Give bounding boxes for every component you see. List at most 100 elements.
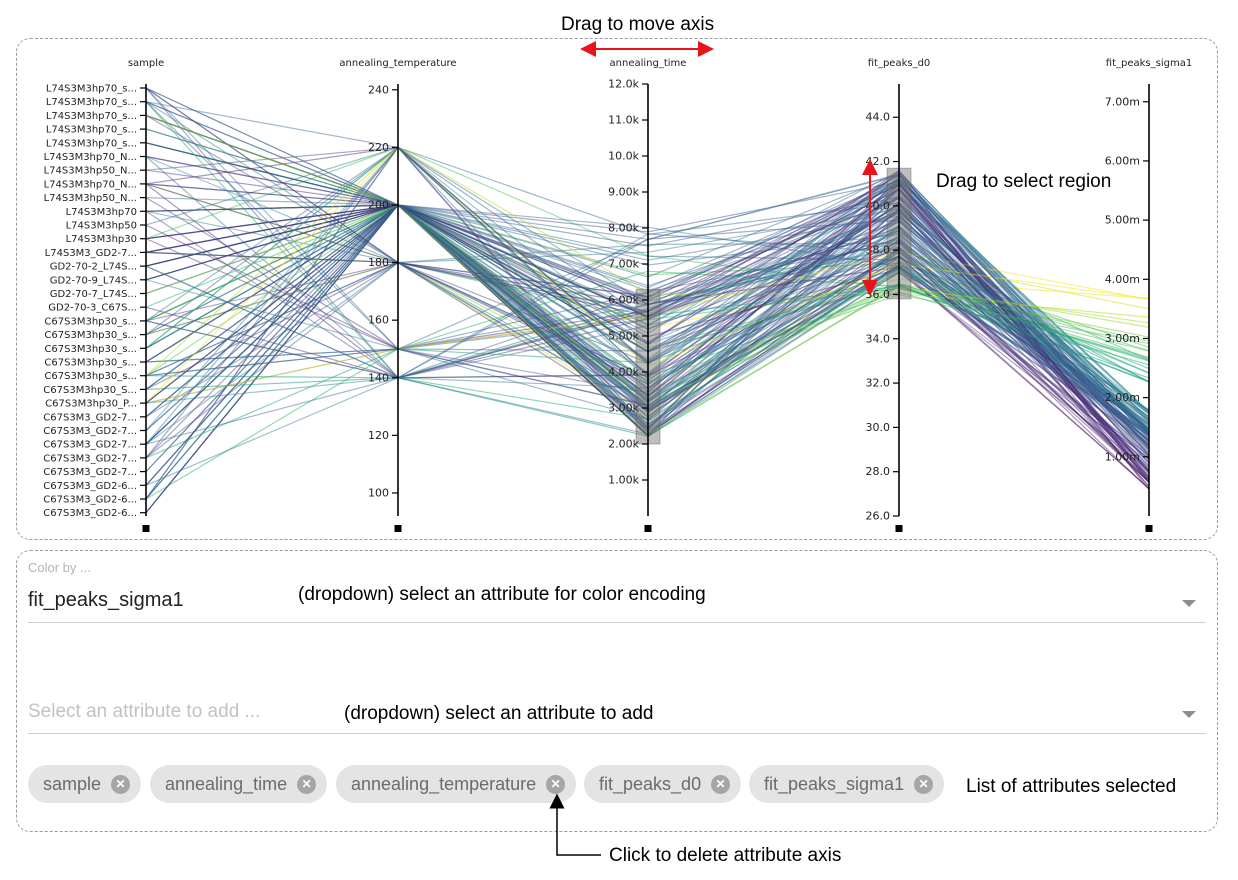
tick-label: 6.00m bbox=[1105, 154, 1140, 167]
add-attribute-dropdown[interactable]: Select an attribute to add ... bbox=[28, 701, 261, 722]
tick-label: 36.0 bbox=[866, 288, 891, 301]
attribute-chip-annealing-temperature: annealing_temperature ✕ bbox=[336, 765, 577, 803]
tick-label: 5.00k bbox=[608, 330, 639, 343]
tick-label: 34.0 bbox=[866, 332, 891, 345]
tick-label: C67S3M3hp30_s... bbox=[44, 371, 137, 382]
axis-handle bbox=[394, 525, 402, 532]
axis-title: annealing_time bbox=[610, 58, 687, 69]
attribute-chip-fit-peaks-sigma1: fit_peaks_sigma1 ✕ bbox=[749, 765, 945, 803]
add-dropdown-annotation: (dropdown) select an attribute to add bbox=[344, 703, 654, 724]
tick-label: 4.00k bbox=[608, 366, 639, 379]
tick-label: 1.00m bbox=[1105, 450, 1140, 463]
tick-label: 3.00k bbox=[608, 402, 639, 415]
parallel-coordinates-panel bbox=[16, 38, 1218, 540]
color-by-underline bbox=[28, 622, 1206, 623]
attribute-chip-sample: sample ✕ bbox=[28, 765, 142, 803]
tick-label: L74S3M3hp50 bbox=[66, 221, 137, 232]
delete-axis-annotation: Click to delete attribute axis bbox=[609, 845, 842, 866]
tick-label: 4.00m bbox=[1105, 273, 1140, 286]
tick-label: 38.0 bbox=[866, 244, 891, 257]
axis-annealing_temperature[interactable]: annealing_temperature 240 220 200 180 160 140 1… bbox=[339, 58, 457, 532]
tick-label: GD2-70-9_L74S... bbox=[50, 275, 137, 286]
close-icon[interactable]: ✕ bbox=[546, 774, 566, 794]
tick-label: C67S3M3_GD2-7... bbox=[43, 440, 137, 451]
tick-label: 28.0 bbox=[866, 465, 891, 478]
chip-label: sample bbox=[43, 773, 102, 794]
tick-label: 7.00k bbox=[608, 258, 639, 271]
axis-handle bbox=[142, 525, 150, 532]
color-by-label: Color by ... bbox=[28, 560, 91, 575]
add-attribute-underline bbox=[28, 733, 1206, 734]
close-icon[interactable]: ✕ bbox=[297, 774, 317, 794]
tick-label: 2.00k bbox=[608, 438, 639, 451]
tick-label: C67S3M3_GD2-7... bbox=[43, 426, 137, 437]
tick-label: L74S3M3hp70_s... bbox=[46, 138, 137, 149]
chip-label: fit_peaks_sigma1 bbox=[764, 773, 905, 794]
tick-label: L74S3M3hp70_N... bbox=[44, 179, 137, 190]
tick-label: C67S3M3_GD2-6... bbox=[43, 508, 137, 519]
axis-title: fit_peaks_d0 bbox=[868, 58, 931, 69]
tick-label: L74S3M3hp70_s... bbox=[46, 97, 137, 108]
axis-fit_peaks_sigma1[interactable]: fit_peaks_sigma1 7.00m 6.00m 5.00m 4.00m 3.00… bbox=[1105, 58, 1192, 532]
close-icon[interactable]: ✕ bbox=[711, 774, 731, 794]
tick-label: 6.00k bbox=[608, 294, 639, 307]
axis-handle bbox=[1145, 525, 1153, 532]
tick-label: GD2-70-2_L74S... bbox=[50, 262, 137, 273]
tick-label: 5.00m bbox=[1105, 214, 1140, 227]
tick-label: 120 bbox=[368, 429, 389, 442]
tick-label: 30.0 bbox=[866, 421, 891, 434]
tick-label: L74S3M3hp50_N... bbox=[44, 166, 137, 177]
close-icon[interactable]: ✕ bbox=[111, 774, 131, 794]
chevron-down-icon[interactable] bbox=[1182, 600, 1196, 607]
tick-label: C67S3M3_GD2-6... bbox=[43, 481, 137, 492]
tick-label: 240 bbox=[368, 83, 389, 96]
tick-label: 12.0k bbox=[608, 78, 639, 91]
tick-label: 3.00m bbox=[1105, 332, 1140, 345]
axis-title: sample bbox=[128, 58, 164, 69]
tick-label: L74S3M3hp50_N... bbox=[44, 193, 137, 204]
chip-label: annealing_time bbox=[165, 773, 288, 794]
chip-list-annotation: List of attributes selected bbox=[966, 776, 1177, 797]
tick-label: 7.00m bbox=[1105, 95, 1140, 108]
tick-label: 32.0 bbox=[866, 377, 891, 390]
tick-label: C67S3M3_GD2-7... bbox=[43, 412, 137, 423]
tick-label: C67S3M3hp30_s... bbox=[44, 316, 137, 327]
axis-title: annealing_temperature bbox=[339, 58, 456, 69]
axis-handle bbox=[895, 525, 903, 532]
tick-label: L74S3M3_GD2-7... bbox=[45, 248, 137, 259]
tick-label: GD2-70-3_C67S... bbox=[48, 303, 137, 314]
tick-label: L74S3M3hp30 bbox=[66, 234, 137, 245]
tick-label: 200 bbox=[368, 198, 389, 211]
tick-label: 140 bbox=[368, 371, 389, 384]
tick-label: C67S3M3hp30_s... bbox=[44, 330, 137, 341]
chip-label: annealing_temperature bbox=[351, 773, 537, 794]
tick-label: 26.0 bbox=[866, 510, 891, 523]
tick-label: L74S3M3hp70_s... bbox=[46, 125, 137, 136]
tick-label: 1.00k bbox=[608, 474, 639, 487]
tick-label: C67S3M3_GD2-7... bbox=[43, 453, 137, 464]
tick-label: C67S3M3hp30_S... bbox=[43, 385, 137, 396]
tick-label: 10.0k bbox=[608, 150, 639, 163]
attribute-chip-fit-peaks-d0: fit_peaks_d0 ✕ bbox=[584, 765, 742, 803]
axis-sample[interactable]: sample L74S3M3hp70_s... L74S3M3hp70_s... L7… bbox=[43, 58, 164, 532]
tick-label: C67S3M3hp30_s... bbox=[44, 358, 137, 369]
axis-handle bbox=[644, 525, 652, 532]
move-axis-annotation: Drag to move axis bbox=[561, 14, 715, 35]
close-icon[interactable]: ✕ bbox=[914, 774, 934, 794]
tick-label: C67S3M3hp30_s... bbox=[44, 344, 137, 355]
color-by-dropdown[interactable]: fit_peaks_sigma1 bbox=[28, 589, 184, 611]
parallel-coordinates-chart[interactable]: sample L74S3M3hp70_s... L74S3M3hp70_s... L7… bbox=[16, 38, 1218, 540]
tick-label: 11.0k bbox=[608, 114, 639, 127]
chevron-down-icon[interactable] bbox=[1182, 711, 1196, 718]
axis-annealing_time[interactable]: annealing_time 12.0k 11.0k 10.0k 9.00k 8.00k 7… bbox=[608, 58, 686, 532]
tick-label: 160 bbox=[368, 314, 389, 327]
controls-panel bbox=[16, 550, 1218, 832]
select-region-annotation: Drag to select region bbox=[936, 171, 1112, 192]
tick-label: 100 bbox=[368, 486, 389, 499]
tick-label: L74S3M3hp70_N... bbox=[44, 152, 137, 163]
tick-label: 220 bbox=[368, 141, 389, 154]
chip-label: fit_peaks_d0 bbox=[599, 773, 702, 794]
tick-label: L74S3M3hp70 bbox=[66, 207, 137, 218]
axis-title: fit_peaks_sigma1 bbox=[1106, 58, 1192, 69]
attribute-chip-annealing-time: annealing_time ✕ bbox=[150, 765, 328, 803]
